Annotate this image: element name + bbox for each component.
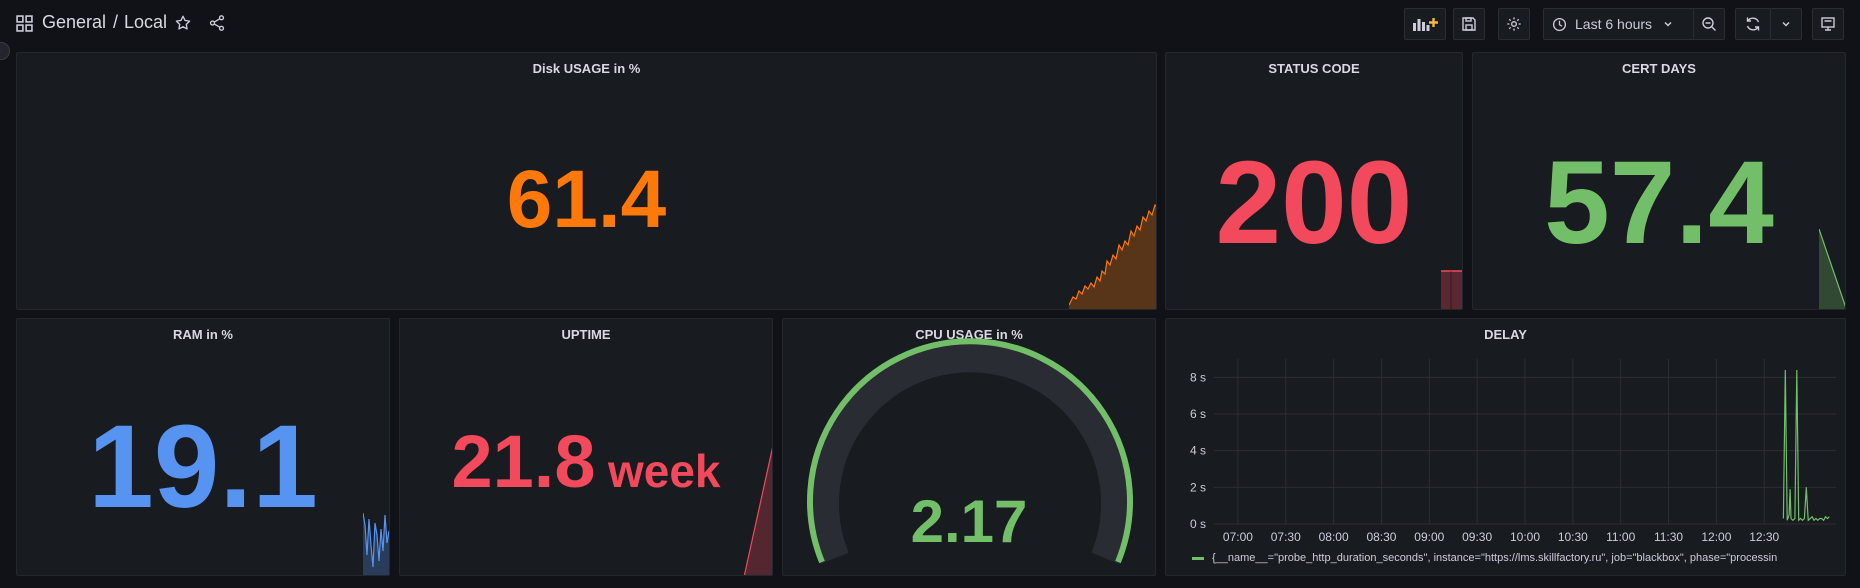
x-tick-label: 10:00: [1510, 530, 1540, 544]
top-navbar: General / Local Last 6 hours: [0, 0, 1860, 48]
x-tick-label: 12:00: [1701, 530, 1731, 544]
add-panel-icon: [1413, 18, 1438, 31]
settings-button[interactable]: [1498, 8, 1530, 40]
star-icon[interactable]: [174, 14, 192, 32]
sparkline: [1069, 203, 1156, 309]
panel-title: RAM in %: [173, 327, 233, 342]
save-dashboard-button[interactable]: [1453, 8, 1485, 40]
panel-uptime: UPTIME 21.8 week: [399, 318, 773, 576]
legend-label: {__name__="probe_http_duration_seconds",…: [1212, 552, 1778, 564]
y-tick-label: 8 s: [1190, 370, 1206, 384]
sparkline: [744, 447, 772, 575]
chevron-down-icon: [1782, 21, 1790, 27]
sparkline: [363, 512, 389, 575]
clock-icon: [1552, 17, 1567, 31]
sparkline: [1819, 229, 1845, 309]
gauge: [807, 338, 1133, 564]
refresh-button[interactable]: [1735, 8, 1771, 40]
view-mode-button[interactable]: [1812, 8, 1844, 40]
gauge-value: 2.17: [910, 488, 1028, 555]
x-tick-label: 10:30: [1558, 530, 1588, 544]
stat-value: 61.4: [506, 154, 667, 245]
panel-title: Disk USAGE in %: [532, 61, 641, 76]
panel-title: CERT DAYS: [1622, 61, 1696, 76]
x-tick-label: 09:30: [1462, 530, 1492, 544]
x-tick-label: 08:00: [1319, 530, 1349, 544]
chevron-down-icon: [1664, 21, 1672, 27]
time-range-label: Last 6 hours: [1575, 16, 1653, 32]
stat-value: 57.4: [1544, 137, 1774, 269]
y-tick-label: 4 s: [1190, 444, 1206, 458]
stat-unit: week: [607, 445, 721, 497]
legend-swatch: [1192, 556, 1204, 560]
sparkline: [1441, 270, 1462, 309]
chart-legend[interactable]: {__name__="probe_http_duration_seconds",…: [1192, 552, 1777, 564]
x-tick-label: 11:30: [1654, 530, 1683, 544]
stat-value: 21.8: [451, 420, 596, 503]
apps-grid-icon[interactable]: [16, 15, 33, 32]
time-range-picker[interactable]: Last 6 hours: [1543, 8, 1695, 40]
panel-delay: DELAY 0 s 2 s 4 s 6 s 8 s 07:00 07:30 08:00 08:3…: [1165, 318, 1846, 576]
panel-status-code: STATUS CODE 200: [1165, 52, 1463, 310]
x-tick-label: 07:00: [1223, 530, 1253, 544]
refresh-icon: [1746, 17, 1760, 31]
panel-disk-usage: Disk USAGE in % 61.4: [16, 52, 1157, 310]
panel-ram: RAM in % 19.1: [16, 318, 390, 576]
breadcrumb-dashboard[interactable]: Local: [124, 12, 168, 32]
panel-cpu-usage: CPU USAGE in % 2.17: [782, 318, 1156, 576]
x-tick-label: 12:30: [1749, 530, 1779, 544]
y-tick-label: 0 s: [1190, 517, 1206, 531]
delay-chart: 0 s 2 s 4 s 6 s 8 s 07:00 07:30 08:00 08:30 09:00…: [1190, 359, 1836, 544]
monitor-icon: [1821, 17, 1835, 31]
y-tick-label: 2 s: [1190, 480, 1206, 494]
series-line: [1782, 369, 1830, 522]
share-icon[interactable]: [208, 14, 226, 32]
breadcrumb-separator: /: [113, 12, 119, 32]
panel-title: DELAY: [1484, 327, 1527, 342]
gear-icon: [1507, 17, 1521, 31]
panel-title: UPTIME: [561, 327, 611, 342]
x-tick-label: 07:30: [1271, 530, 1301, 544]
x-tick-label: 11:00: [1606, 530, 1635, 544]
zoom-out-icon: [1702, 17, 1716, 31]
x-tick-label: 08:30: [1366, 530, 1396, 544]
breadcrumb-folder[interactable]: General: [42, 12, 107, 32]
y-tick-label: 6 s: [1190, 407, 1206, 421]
refresh-interval-dropdown[interactable]: [1770, 8, 1802, 40]
stat-value: 200: [1215, 137, 1413, 269]
panel-title: STATUS CODE: [1268, 61, 1360, 76]
x-tick-label: 09:00: [1414, 530, 1444, 544]
zoom-out-button[interactable]: [1693, 8, 1725, 40]
panel-cert-days: CERT DAYS 57.4: [1472, 52, 1846, 310]
stat-value-group: 21.8 week: [400, 419, 772, 504]
stat-value: 19.1: [88, 401, 318, 533]
add-panel-button[interactable]: [1404, 8, 1446, 40]
save-icon: [1462, 17, 1476, 31]
panel-title: CPU USAGE in %: [915, 327, 1023, 342]
